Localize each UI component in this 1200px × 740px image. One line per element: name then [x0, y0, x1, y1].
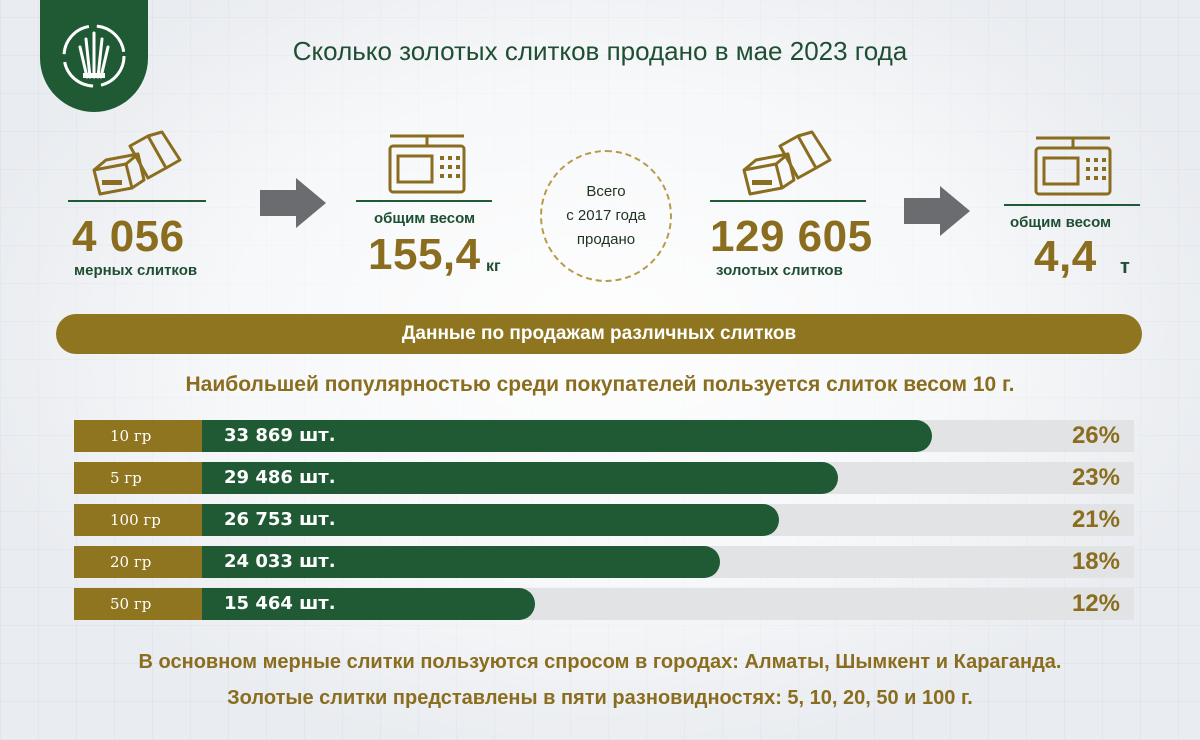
divider-line — [68, 200, 206, 202]
bar-row: 5 гр 29 486 шт. 23% — [74, 462, 1134, 494]
arrow-right-icon — [260, 178, 326, 228]
chart-subtitle: Наибольшей популярностью среди покупател… — [185, 373, 1015, 396]
total-count: 129 605 — [710, 212, 873, 261]
divider-line — [1004, 204, 1140, 206]
bar — [202, 588, 535, 620]
footer-line-1: В основном мерные слитки пользуются спро… — [138, 651, 1062, 673]
bar-row: 20 гр 24 033 шт. 18% — [74, 546, 1134, 578]
circle-line: Всего — [586, 183, 626, 200]
logo — [40, 0, 148, 112]
bar-percent-label: 26% — [1071, 422, 1120, 449]
total-label: золотых слитков — [716, 262, 843, 279]
measured-label: мерных слитков — [74, 262, 198, 279]
total-since-2017-circle: Всего с 2017 года продано — [540, 150, 672, 282]
divider-line — [710, 200, 866, 202]
scale-icon — [388, 134, 466, 194]
bar — [202, 420, 932, 452]
bar-percent-label: 18% — [1071, 548, 1120, 575]
section-banner: Данные по продажам различных слитков — [56, 314, 1142, 354]
weight-caption: общим весом — [1010, 214, 1112, 231]
bank-emblem-icon — [62, 24, 126, 88]
weight-caption: общим весом — [374, 210, 476, 227]
gold-bars-icon — [92, 130, 182, 196]
weight-unit: т — [1120, 256, 1130, 278]
arrow-right-icon — [904, 186, 970, 236]
page-title: Сколько золотых слитков продано в мае 20… — [292, 36, 908, 66]
circle-line: продано — [576, 231, 636, 248]
measured-count: 4 056 — [72, 212, 185, 261]
bar-value-label: 29 486 шт. — [224, 467, 336, 488]
bar-row: 10 гр 33 869 шт. 26% — [74, 420, 1134, 452]
weight-unit: кг — [486, 258, 501, 275]
bar — [202, 504, 779, 536]
weight-value: 155,4 — [368, 230, 481, 279]
bar-percent-label: 12% — [1071, 590, 1120, 617]
bar-percent-label: 23% — [1071, 464, 1120, 491]
weight-value: 4,4 — [1034, 232, 1097, 281]
bar-value-label: 26 753 шт. — [224, 509, 336, 530]
divider-line — [356, 200, 492, 202]
footer-line-2: Золотые слитки представлены в пяти разно… — [227, 687, 973, 709]
bar — [202, 462, 838, 494]
bar-percent-label: 21% — [1071, 506, 1120, 533]
bar — [202, 546, 720, 578]
bar-row: 100 гр 26 753 шт. 21% — [74, 504, 1134, 536]
bar-value-label: 33 869 шт. — [224, 425, 336, 446]
bar-value-label: 15 464 шт. — [224, 593, 336, 614]
bar-value-label: 24 033 шт. — [224, 551, 336, 572]
gold-bars-icon — [742, 130, 832, 196]
circle-line: с 2017 года — [566, 207, 646, 224]
bar-row: 50 гр 15 464 шт. 12% — [74, 588, 1134, 620]
scale-icon — [1034, 136, 1112, 196]
